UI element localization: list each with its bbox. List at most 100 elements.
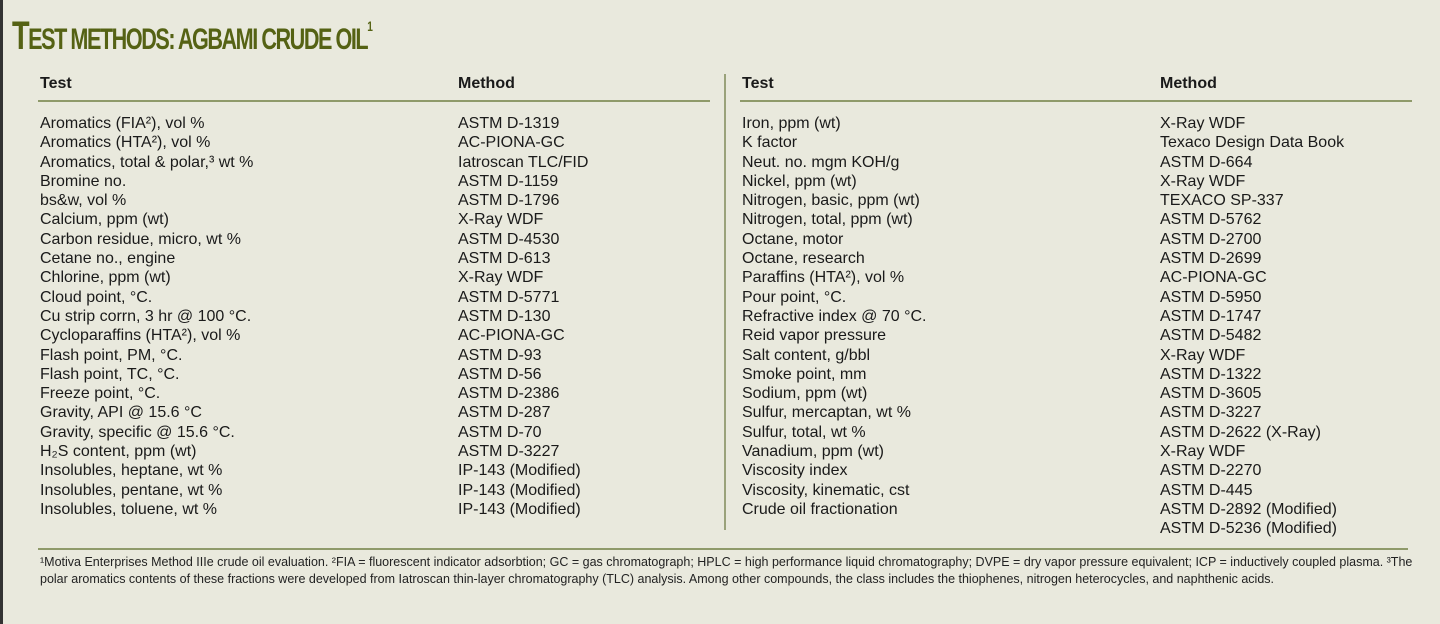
table-row: Sodium, ppm (wt) ASTM D-3605 [740,384,1412,403]
method-cell: AC-PIONA-GC [1160,269,1267,287]
table-header: Test Method [38,72,710,102]
table-row: Bromine no. ASTM D-1159 [38,172,710,191]
test-cell: Viscosity, kinematic, cst [742,481,910,499]
method-cell: ASTM D-5482 [1160,327,1262,345]
method-cell: ASTM D-2622 (X-Ray) [1160,423,1321,441]
test-cell: Gravity, specific @ 15.6 °C. [40,423,235,441]
method-cell: ASTM D-5236 (Modified) [1160,520,1337,538]
test-cell: Calcium, ppm (wt) [40,211,169,229]
test-cell: Cetane no., engine [40,250,176,268]
method-cell: X-Ray WDF [1160,172,1246,190]
footnote-rule [38,548,1408,550]
method-cell: ASTM D-3227 [458,443,560,461]
table-row: Viscosity index ASTM D-2270 [740,461,1412,480]
method-cell: IP-143 (Modified) [458,462,581,480]
method-cell: X-Ray WDF [1160,115,1246,132]
test-cell: Bromine no. [40,172,127,190]
method-cell: X-Ray WDF [1160,443,1246,461]
test-cell: Vanadium, ppm (wt) [742,443,884,461]
test-cell: Neut. no. mgm KOH/g [742,153,900,171]
table-row: Sulfur, mercaptan, wt % ASTM D-3227 [740,403,1412,422]
test-cell: Cycloparaffins (HTA²), vol % [40,327,241,345]
right-table: Test Method Iron, ppm (wt) X-Ray WDF K fac… [740,72,1412,539]
method-cell: TEXACO SP-337 [1160,192,1284,210]
table-row: Neut. no. mgm KOH/g ASTM D-664 [740,153,1412,172]
test-cell: Flash point, PM, °C. [40,346,183,364]
method-cell: ASTM D-2699 [1160,250,1262,268]
method-cell: ASTM D-5771 [458,288,560,306]
table-row: Sulfur, total, wt % ASTM D-2622 (X-Ray) [740,423,1412,442]
table-row: ASTM D-5236 (Modified) [740,519,1412,538]
column-divider [724,74,726,530]
method-cell: ASTM D-1159 [458,172,559,190]
test-cell: Sulfur, total, wt % [742,423,866,441]
method-cell: X-Ray WDF [1160,346,1246,364]
test-cell: Cu strip corrn, 3 hr @ 100 °C. [40,307,252,325]
table-row: Gravity, API @ 15.6 °C ASTM D-287 [38,403,710,422]
test-cell: Aromatics (HTA²), vol % [40,134,211,152]
table-row: Calcium, ppm (wt) X-Ray WDF [38,210,710,229]
title-text: EST METHODS: AGBAMI CRUDE OIL [28,23,368,56]
test-cell: Nitrogen, basic, ppm (wt) [742,192,920,210]
method-cell: ASTM D-130 [458,307,551,325]
method-cell: ASTM D-1319 [458,115,560,132]
method-cell: ASTM D-4530 [458,230,560,248]
test-cell: Freeze point, °C. [40,385,161,403]
test-cell: Viscosity index [742,462,848,480]
test-cell: Insolubles, toluene, wt % [40,500,217,518]
test-cell: Aromatics (FIA²), vol % [40,115,205,132]
table-row: Vanadium, ppm (wt) X-Ray WDF [740,442,1412,461]
title-initial: T [12,14,30,58]
table-row: Insolubles, toluene, wt % IP-143 (Modifie… [38,500,710,519]
table-row: Salt content, g/bbl X-Ray WDF [740,346,1412,365]
method-cell: ASTM D-2270 [1160,462,1262,480]
method-cell: ASTM D-70 [458,423,542,441]
table-row: Cycloparaffins (HTA²), vol % AC-PIONA-GC [38,326,710,345]
header-method: Method [458,75,515,92]
test-cell: H₂S content, ppm (wt) [40,443,197,461]
test-cell: Cloud point, °C. [40,288,153,306]
method-cell: ASTM D-1747 [1160,307,1262,325]
method-cell: ASTM D-56 [458,365,542,383]
page-title: TEST METHODS: AGBAMI CRUDE OIL1 [12,14,373,59]
method-cell: ASTM D-93 [458,346,542,364]
table-row: Cu strip corrn, 3 hr @ 100 °C. ASTM D-130 [38,307,710,326]
test-cell: Chlorine, ppm (wt) [40,269,171,287]
test-cell: Crude oil fractionation [742,500,898,518]
method-cell: Iatroscan TLC/FID [458,153,589,171]
test-cell: Sodium, ppm (wt) [742,385,868,403]
title-footnote-mark: 1 [367,18,373,34]
test-cell: Salt content, g/bbl [742,346,871,364]
left-rows: Aromatics (FIA²), vol % ASTM D-1319 Aromat… [38,114,710,519]
method-cell: ASTM D-2700 [1160,230,1262,248]
table-row: Paraffins (HTA²), vol % AC-PIONA-GC [740,268,1412,287]
test-cell: Nitrogen, total, ppm (wt) [742,211,913,229]
header-test: Test [742,75,774,92]
test-cell: Sulfur, mercaptan, wt % [742,404,911,422]
table-row: Flash point, TC, °C. ASTM D-56 [38,365,710,384]
table-row: Insolubles, pentane, wt % IP-143 (Modifie… [38,481,710,500]
right-rows: Iron, ppm (wt) X-Ray WDF K factor Texaco De… [740,114,1412,539]
table-row: Refractive index @ 70 °C. ASTM D-1747 [740,307,1412,326]
table-row: Octane, motor ASTM D-2700 [740,230,1412,249]
table-row: Insolubles, heptane, wt % IP-143 (Modifie… [38,461,710,480]
method-cell: ASTM D-3605 [1160,385,1262,403]
method-cell: X-Ray WDF [458,211,544,229]
left-table: Test Method Aromatics (FIA²), vol % ASTM … [38,72,710,519]
table-row: Carbon residue, micro, wt % ASTM D-4530 [38,230,710,249]
table-row: Iron, ppm (wt) X-Ray WDF [740,114,1412,133]
method-cell: ASTM D-613 [458,250,551,268]
method-cell: AC-PIONA-GC [458,134,565,152]
table-row: Nitrogen, total, ppm (wt) ASTM D-5762 [740,210,1412,229]
method-cell: IP-143 (Modified) [458,500,581,518]
test-cell: Carbon residue, micro, wt % [40,230,241,248]
method-cell: Texaco Design Data Book [1160,134,1345,152]
method-cell: ASTM D-1322 [1160,365,1262,383]
table-row: Reid vapor pressure ASTM D-5482 [740,326,1412,345]
test-cell: Nickel, ppm (wt) [742,172,857,190]
method-cell: AC-PIONA-GC [458,327,565,345]
table-row: Aromatics (HTA²), vol % AC-PIONA-GC [38,133,710,152]
table-row: K factor Texaco Design Data Book [740,133,1412,152]
test-cell: Smoke point, mm [742,365,867,383]
table-row: Viscosity, kinematic, cst ASTM D-445 [740,481,1412,500]
